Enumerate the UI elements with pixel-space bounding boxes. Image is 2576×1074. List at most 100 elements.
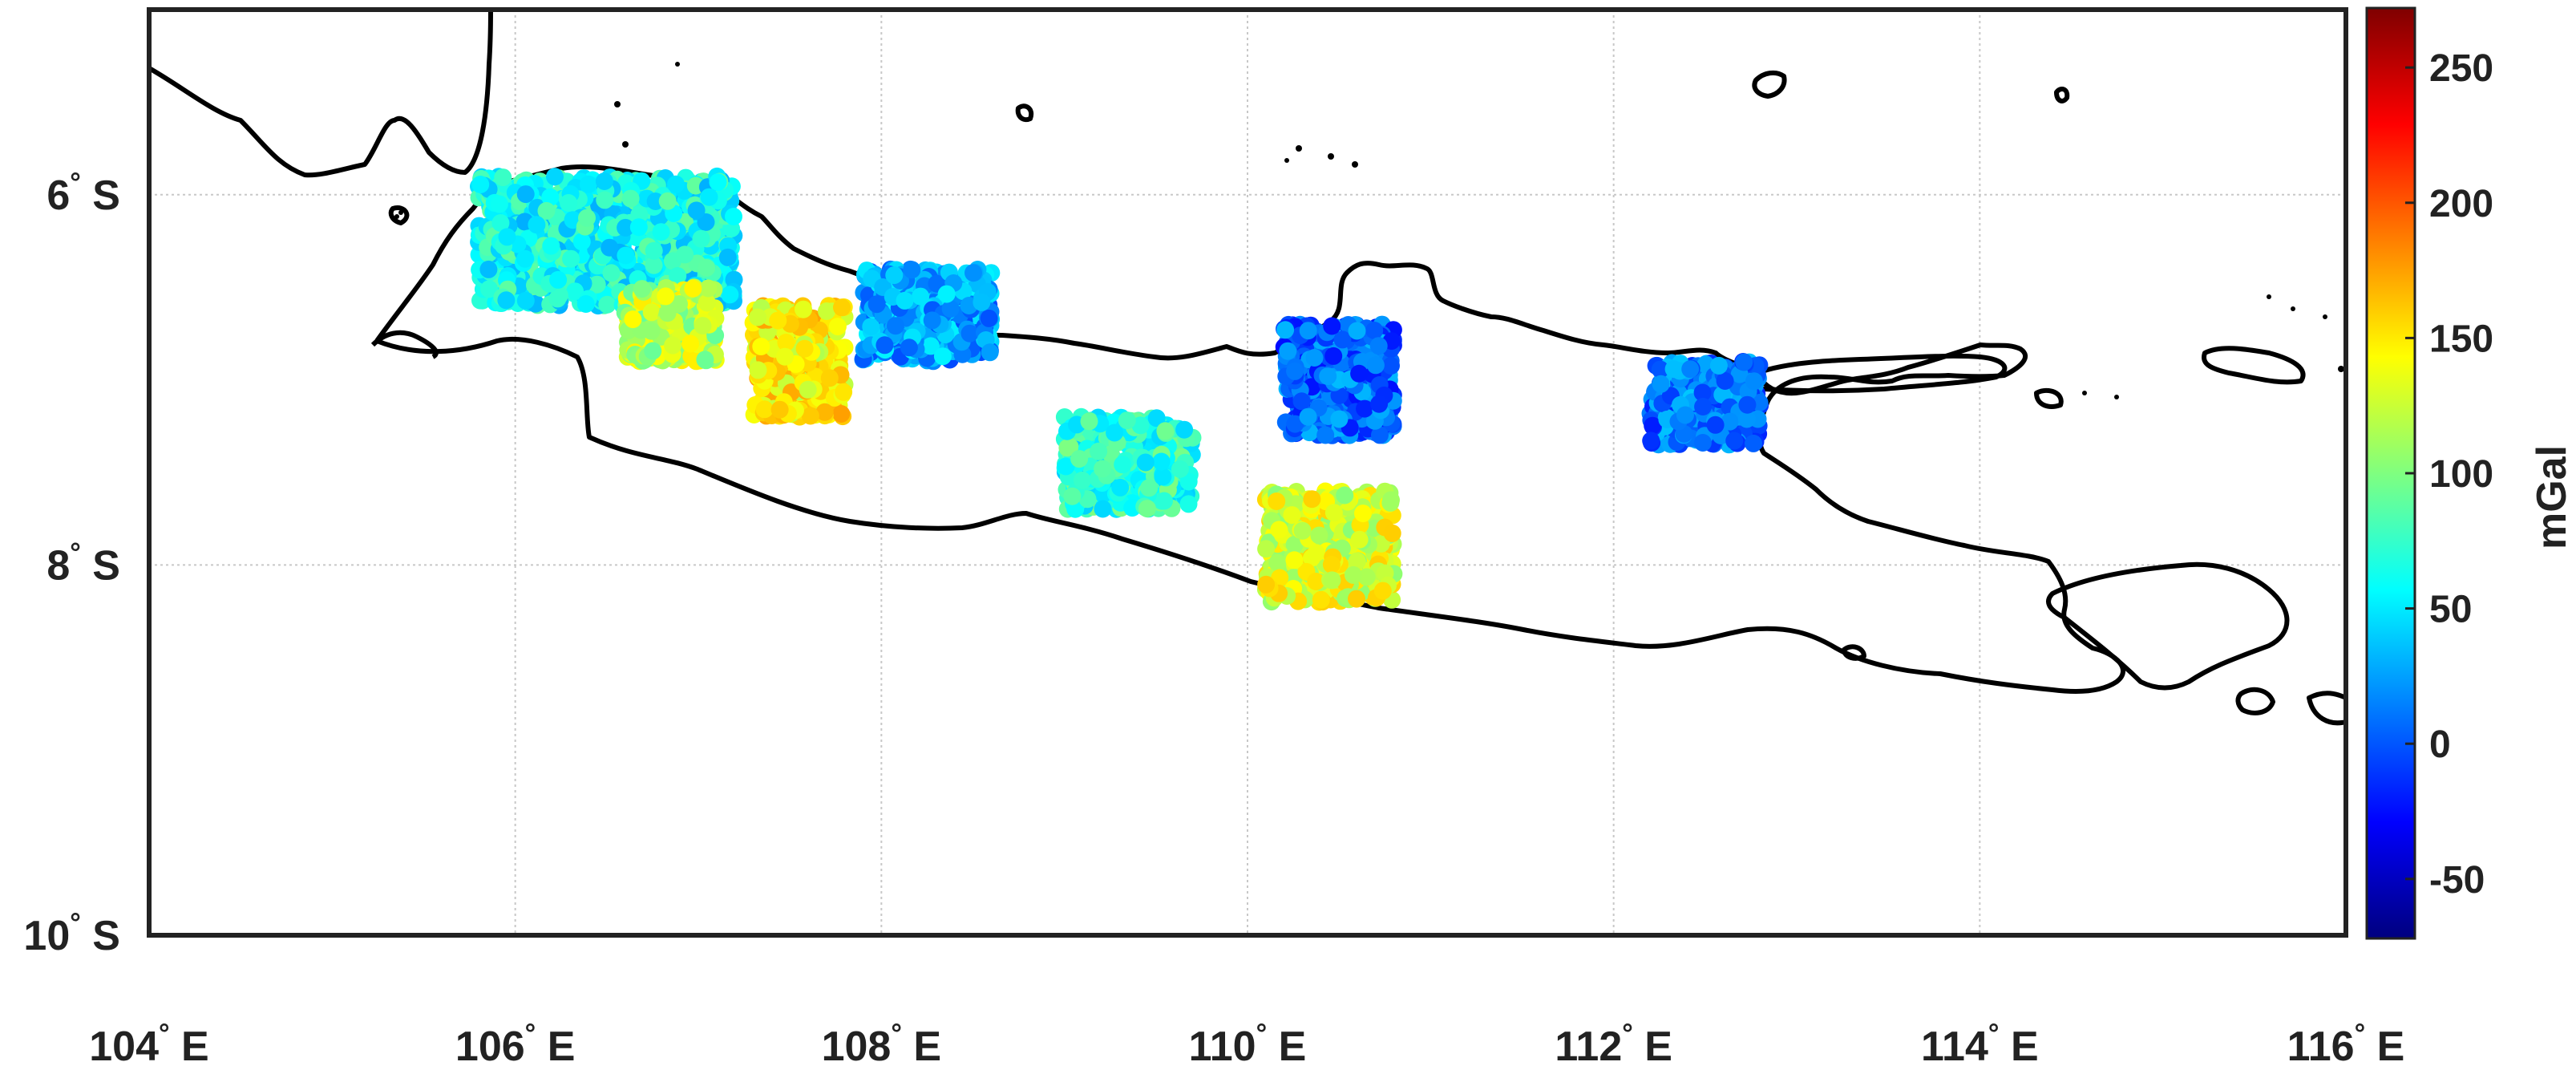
gravity-station-point (1155, 492, 1173, 510)
gravity-station-point (1179, 495, 1198, 513)
gravity-station-point (1348, 322, 1366, 340)
y-tick-label: 6° S (47, 168, 120, 219)
gravity-station-point (1738, 395, 1757, 414)
coastline-islet (388, 205, 410, 225)
gravity-station-point (494, 168, 512, 187)
gravity-station-point (617, 218, 635, 237)
gravity-station-point (676, 245, 694, 264)
gravity-station-point (980, 309, 998, 327)
gravity-station-point (973, 293, 991, 311)
colorbar-tick-label: 100 (2429, 453, 2493, 496)
gravity-station-point (546, 168, 564, 186)
gravity-station-point (1709, 356, 1728, 375)
gravity-station-point (667, 175, 685, 193)
gravity-station-point (1676, 406, 1694, 424)
islet-dot (1284, 158, 1289, 163)
gravity-station-point (578, 209, 596, 227)
gravity-station-point (698, 259, 716, 277)
gravity-station-point (1154, 468, 1172, 486)
gravity-station-point (770, 400, 789, 419)
colorbar-label: mGal (2529, 445, 2575, 549)
islet-dot (2323, 314, 2327, 319)
coastline-bali (2046, 561, 2290, 691)
gravity-station-point (1372, 534, 1390, 553)
gravity-station-point (709, 173, 727, 192)
islet-dot (614, 101, 621, 107)
gravity-station-point (516, 291, 535, 310)
gravity-station-point (1693, 383, 1712, 402)
gravity-station-point (1058, 439, 1077, 457)
gravity-station-point (1370, 395, 1389, 413)
gravity-station-point (1735, 353, 1753, 371)
gravity-station-point (923, 311, 941, 330)
gravity-station-point (769, 311, 787, 330)
gravity-station-point (1303, 490, 1321, 509)
x-tick-label: 116° E (2287, 1019, 2405, 1070)
gravity-station-point (1725, 432, 1744, 450)
colorbar-tick-label: 0 (2429, 723, 2451, 766)
gravity-station-point (960, 324, 979, 342)
gravity-station-point (601, 238, 619, 257)
gravity-station-point (1333, 330, 1352, 349)
coastline-islet (2034, 387, 2064, 409)
gravity-station-point (550, 286, 568, 305)
gravity-station-point (1283, 506, 1301, 525)
gravity-station-point (1090, 442, 1108, 460)
coastline-kangean (2202, 346, 2306, 385)
gravity-station-point (687, 201, 706, 220)
gravity-station-point (752, 338, 770, 355)
gravity-station-point (749, 361, 767, 379)
gravity-station-point (549, 270, 568, 289)
gravity-station-point (633, 280, 651, 298)
gravity-station-point (566, 282, 584, 301)
gravity-station-point (1305, 349, 1324, 367)
gravity-station-point (1138, 500, 1156, 518)
gravity-station-point (588, 275, 606, 294)
gravity-station-point (491, 214, 510, 232)
gravity-station-point (862, 318, 880, 336)
x-tick-label: 106° E (455, 1019, 576, 1070)
gravity-station-point (1369, 337, 1388, 355)
gravity-station-point (1276, 321, 1295, 339)
gravity-station-point (645, 256, 663, 274)
gravity-station-point (1366, 356, 1385, 375)
gravity-station-point (1319, 367, 1337, 386)
gravity-station-point (700, 188, 718, 206)
x-tick-label: 104° E (89, 1019, 209, 1070)
gravity-station-point (645, 241, 663, 260)
gravity-station-point (725, 208, 742, 225)
colorbar-tick-label: 250 (2429, 47, 2493, 90)
gravity-station-point (1106, 424, 1124, 442)
gravity-station-point (933, 347, 952, 366)
gravity-station-point (596, 191, 614, 209)
gravity-station-point (721, 286, 739, 304)
gravity-station-point (1286, 415, 1304, 433)
gravity-station-point (1354, 505, 1372, 523)
gravity-station-point (912, 287, 930, 306)
islet-dot (2267, 294, 2271, 299)
gravity-station-point (718, 248, 737, 266)
gravity-station-point (1063, 487, 1082, 505)
gravity-station-point (1322, 555, 1341, 573)
gravity-station-point (1270, 521, 1288, 539)
gravity-station-point (698, 294, 716, 312)
gravity-station-point (697, 213, 715, 231)
gravity-station-point (1365, 322, 1384, 339)
gravity-station-point (1286, 362, 1304, 380)
gravity-station-point (1140, 479, 1159, 497)
gravity-station-point (1292, 392, 1311, 411)
gravity-station-point (953, 345, 972, 363)
gravity-station-point (1307, 544, 1325, 562)
gravity-station-point (1642, 432, 1660, 450)
gravity-station-point (642, 303, 661, 322)
gravity-station-point (801, 407, 819, 425)
gravity-station-point (1745, 372, 1763, 391)
gravity-station-point (1706, 415, 1725, 434)
gravity-station-point (1257, 540, 1276, 558)
gravity-station-point (833, 298, 851, 317)
gravity-station-point (498, 228, 516, 246)
gravity-station-point (1652, 375, 1670, 393)
gravity-station-point (624, 310, 642, 329)
small-islands-layer (394, 62, 2344, 399)
